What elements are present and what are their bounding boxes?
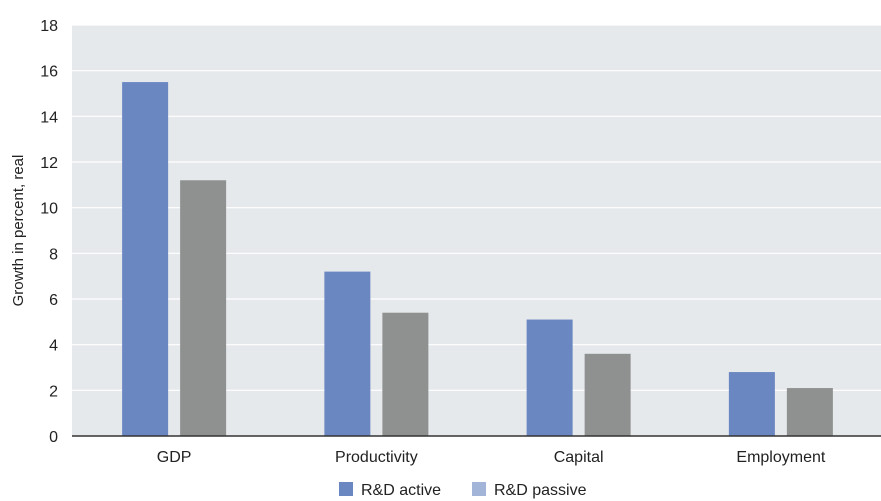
legend-label-rd-active: R&D active (361, 482, 441, 499)
y-tick-label: 0 (49, 429, 58, 446)
y-tick-label: 10 (40, 201, 58, 218)
bar-r-d-passive-employment (786, 388, 833, 436)
y-tick-label: 2 (49, 383, 58, 400)
y-tick-label: 14 (40, 109, 58, 126)
bars (122, 82, 833, 436)
y-tick-label: 4 (49, 338, 58, 355)
bar-r-d-active-productivity (324, 271, 371, 436)
bar-r-d-passive-productivity (382, 312, 429, 436)
x-axis-ticks: GDP Productivity Capital Employment (157, 449, 826, 466)
x-tick-label: Capital (554, 449, 604, 466)
y-tick-label: 8 (49, 246, 58, 263)
y-tick-label: 12 (40, 155, 58, 172)
legend: R&D active R&D passive (339, 482, 587, 499)
y-axis-title: Growth in percent, real (10, 155, 27, 307)
y-tick-label: 16 (40, 64, 58, 81)
bar-r-d-active-employment (728, 372, 775, 436)
x-tick-label: Productivity (335, 449, 418, 466)
legend-swatch-rd-passive (472, 482, 486, 496)
x-tick-label: GDP (157, 449, 192, 466)
bar-r-d-active-gdp (122, 82, 169, 436)
x-tick-label: Employment (736, 449, 825, 466)
bar-r-d-passive-gdp (180, 180, 227, 436)
legend-label-rd-passive: R&D passive (494, 482, 587, 499)
legend-swatch-rd-active (339, 482, 353, 496)
bar-r-d-active-capital (526, 319, 573, 436)
y-axis-ticks: 0 2 4 6 8 10 12 14 16 18 (40, 18, 58, 446)
y-tick-label: 6 (49, 292, 58, 309)
bar-r-d-passive-capital (584, 353, 631, 436)
y-tick-label: 18 (40, 18, 58, 35)
